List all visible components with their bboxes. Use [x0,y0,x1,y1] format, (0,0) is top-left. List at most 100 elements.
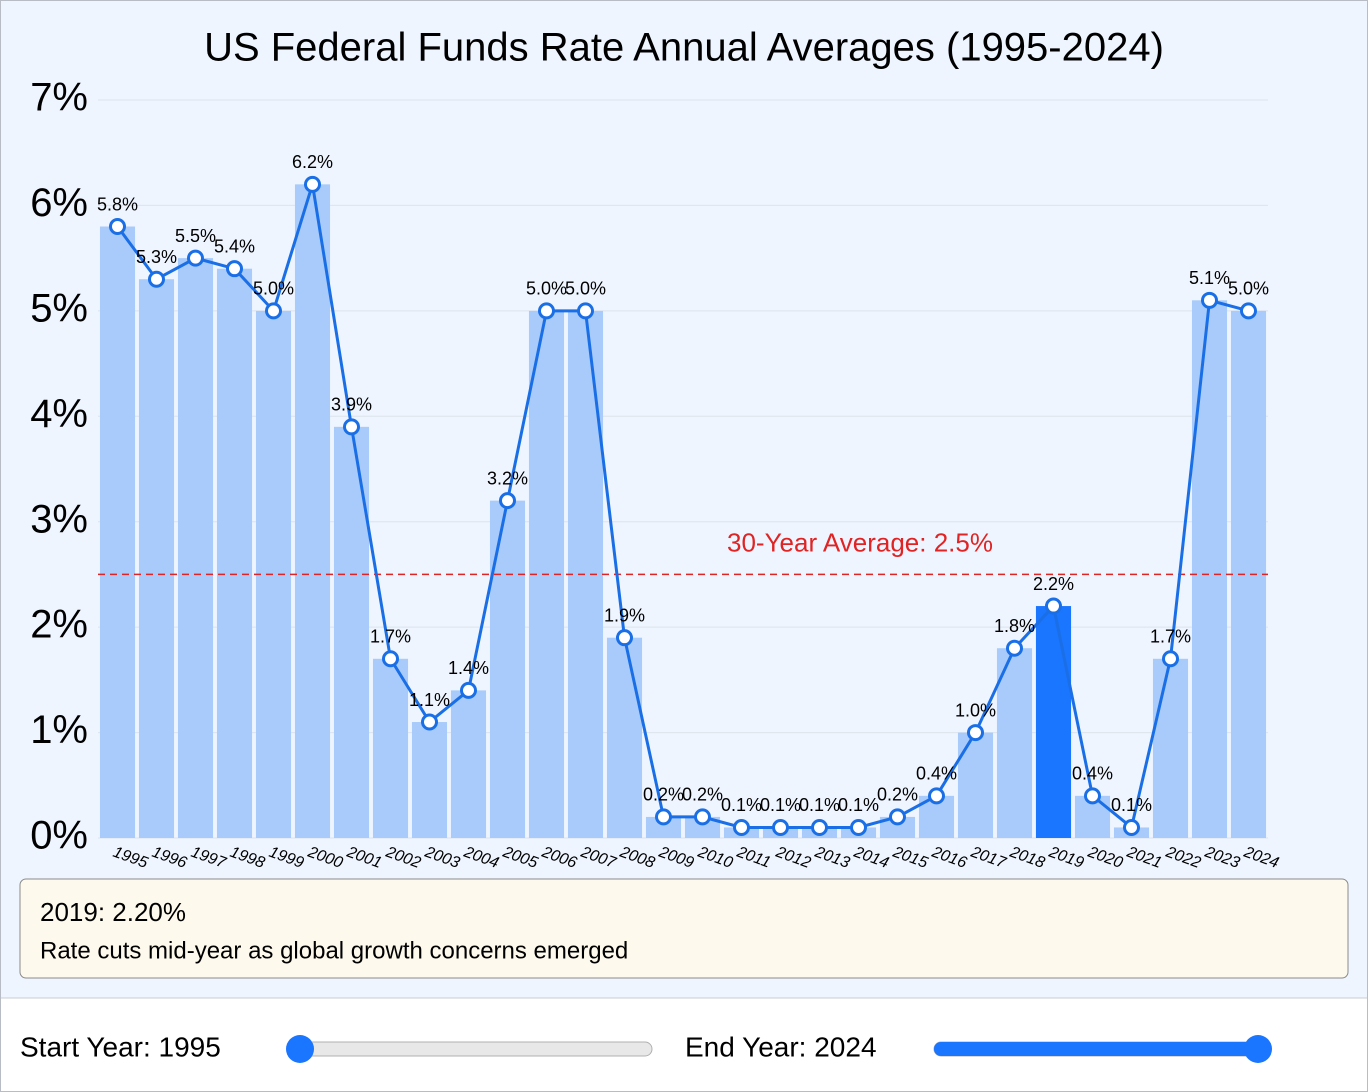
rate-line [116,183,1249,831]
bar [138,279,175,838]
y-tick-label: 0% [30,814,88,858]
bar [216,268,253,839]
point [109,218,126,236]
point [265,302,282,320]
point [577,302,594,320]
value-label: 1.1% [409,690,450,710]
y-tick-label: 6% [30,181,88,225]
bar [255,310,292,838]
point [538,302,555,320]
point [460,681,477,699]
value-label: 5.0% [1228,279,1269,299]
info-text: Rate cuts mid-year as global growth conc… [40,937,628,964]
point [889,808,906,826]
y-tick-label: 2% [30,603,88,647]
value-label: 1.0% [955,700,996,720]
y-tick-label: 5% [30,286,88,330]
value-label: 0.2% [682,785,723,805]
slider-track[interactable] [293,1041,653,1057]
value-label: 0.2% [643,785,684,805]
point [1084,787,1101,805]
value-label: 1.7% [1150,627,1191,647]
value-label: 1.9% [604,605,645,625]
value-label: 1.8% [994,616,1035,636]
point [850,818,867,836]
y-tick-label: 1% [30,708,88,752]
bar [372,658,409,838]
value-label: 1.4% [448,658,489,678]
value-label: 0.2% [877,785,918,805]
value-label: 5.0% [253,279,294,299]
info-box [19,878,1349,979]
bar [957,732,994,838]
value-label: 0.1% [838,795,879,815]
value-label: 5.1% [1189,268,1230,288]
point [304,175,321,193]
bar [684,816,721,838]
bar [645,816,682,838]
bar [879,816,916,838]
value-label: 2.2% [1033,574,1074,594]
y-tick-label: 7% [30,76,88,120]
value-label: 1.7% [370,627,411,647]
bar [411,722,448,838]
point [1201,291,1218,309]
value-label: 3.2% [487,468,528,488]
value-label: 0.1% [799,795,840,815]
bar [489,500,526,838]
value-label: 5.8% [97,194,138,214]
bar [333,426,370,838]
value-label: 0.4% [916,764,957,784]
info-title: 2019: 2.20% [40,897,186,927]
value-label: 5.4% [214,236,255,256]
bar [99,226,136,838]
point [343,418,360,436]
point [1162,650,1179,668]
value-label: 0.4% [1072,764,1113,784]
control-label: Start Year: 1995 [20,1031,221,1062]
point [772,818,789,836]
point [616,629,633,647]
bar [1152,658,1189,838]
value-label: 5.0% [526,279,567,299]
point [499,492,516,510]
point [655,808,672,826]
point [1045,597,1062,615]
point [1006,639,1023,657]
value-label: 6.2% [292,152,333,172]
slider-knob[interactable] [1244,1035,1272,1063]
point [1123,818,1140,836]
point [421,713,438,731]
bar [450,690,487,838]
value-label: 5.0% [565,279,606,299]
chart-title: US Federal Funds Rate Annual Averages (1… [204,26,1164,70]
point [382,650,399,668]
point [187,249,204,267]
average-label: 30-Year Average: 2.5% [727,527,993,557]
control-label: End Year: 2024 [685,1031,877,1062]
y-tick-label: 4% [30,392,88,436]
point [148,270,165,288]
bar [177,258,214,839]
value-label: 0.1% [760,795,801,815]
y-tick-label: 3% [30,497,88,541]
value-label: 0.1% [1111,795,1152,815]
point [967,724,984,742]
bar [1230,310,1267,838]
point [733,818,750,836]
bar [567,310,604,838]
bar [1035,606,1072,838]
bar [996,648,1033,838]
value-label: 5.5% [175,226,216,246]
slider-fill[interactable] [934,1042,1258,1056]
value-label: 3.9% [331,395,372,415]
bar [1191,300,1228,838]
bar [606,637,643,838]
slider-knob[interactable] [286,1035,314,1063]
point [928,787,945,805]
point [1240,302,1257,320]
bar [294,184,331,839]
point [226,260,243,278]
value-label: 0.1% [721,795,762,815]
